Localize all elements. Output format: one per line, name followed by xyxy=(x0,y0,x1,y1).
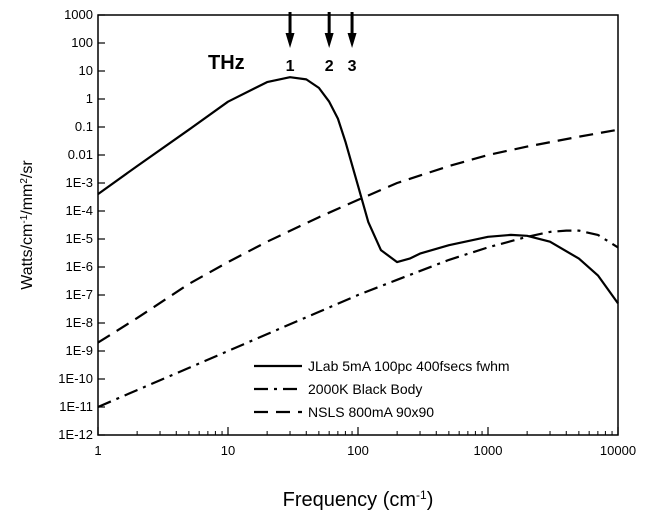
legend-label-2: 2000K Black Body xyxy=(308,381,422,397)
thz-label: THz xyxy=(208,52,245,74)
legend-label-1: JLab 5mA 100pc 400fsecs fwhm xyxy=(308,358,510,374)
x-tick-label: 1 xyxy=(94,443,101,458)
series-line-1 xyxy=(97,76,619,305)
x-axis: 1 10 100 1000 10000 xyxy=(94,427,636,458)
arrow-label: 3 xyxy=(348,58,357,75)
series-layer xyxy=(97,76,619,409)
y-tick-label: 1E-5 xyxy=(66,231,93,246)
y-tick-label: 1E-8 xyxy=(66,315,93,330)
y-axis-title: Watts/cm-1/mm2/sr xyxy=(19,160,37,290)
y-tick-label: 1E-9 xyxy=(66,343,93,358)
arrow-2-head xyxy=(324,33,334,48)
x-tick-label: 100 xyxy=(347,443,369,458)
y-tick-label: 1E-4 xyxy=(66,203,93,218)
y-tick-label: 1E-12 xyxy=(58,427,93,442)
series-line-2 xyxy=(97,229,619,409)
y-tick-label: 1E-7 xyxy=(66,287,93,302)
y-tick-label: 1E-10 xyxy=(58,371,93,386)
x-tick-label: 10000 xyxy=(600,443,636,458)
arrow-label: 2 xyxy=(325,58,334,75)
x-axis-title: Frequency (cm-1) xyxy=(283,488,434,511)
arrow-label: 1 xyxy=(286,58,295,75)
y-tick-label: 10 xyxy=(79,63,93,78)
arrow-1-head xyxy=(285,33,295,48)
series-line-3 xyxy=(97,128,619,344)
y-tick-label: 1E-11 xyxy=(59,399,93,414)
y-tick-label: 100 xyxy=(71,35,93,50)
x-tick-label: 10 xyxy=(221,443,235,458)
x-tick-label: 1000 xyxy=(474,443,503,458)
y-tick-label: 1E-3 xyxy=(66,175,93,190)
y-tick-label: 0.1 xyxy=(75,119,93,134)
legend-label-3: NSLS 800mA 90x90 xyxy=(308,404,434,420)
y-tick-label: 1E-6 xyxy=(66,259,93,274)
y-tick-label: 1000 xyxy=(64,7,93,22)
y-tick-label: 0.01 xyxy=(68,147,93,162)
arrow-3-head xyxy=(347,33,357,48)
legend: JLab 5mA 100pc 400fsecs fwhm 2000K Black … xyxy=(254,358,510,420)
y-tick-label: 1 xyxy=(86,91,93,106)
